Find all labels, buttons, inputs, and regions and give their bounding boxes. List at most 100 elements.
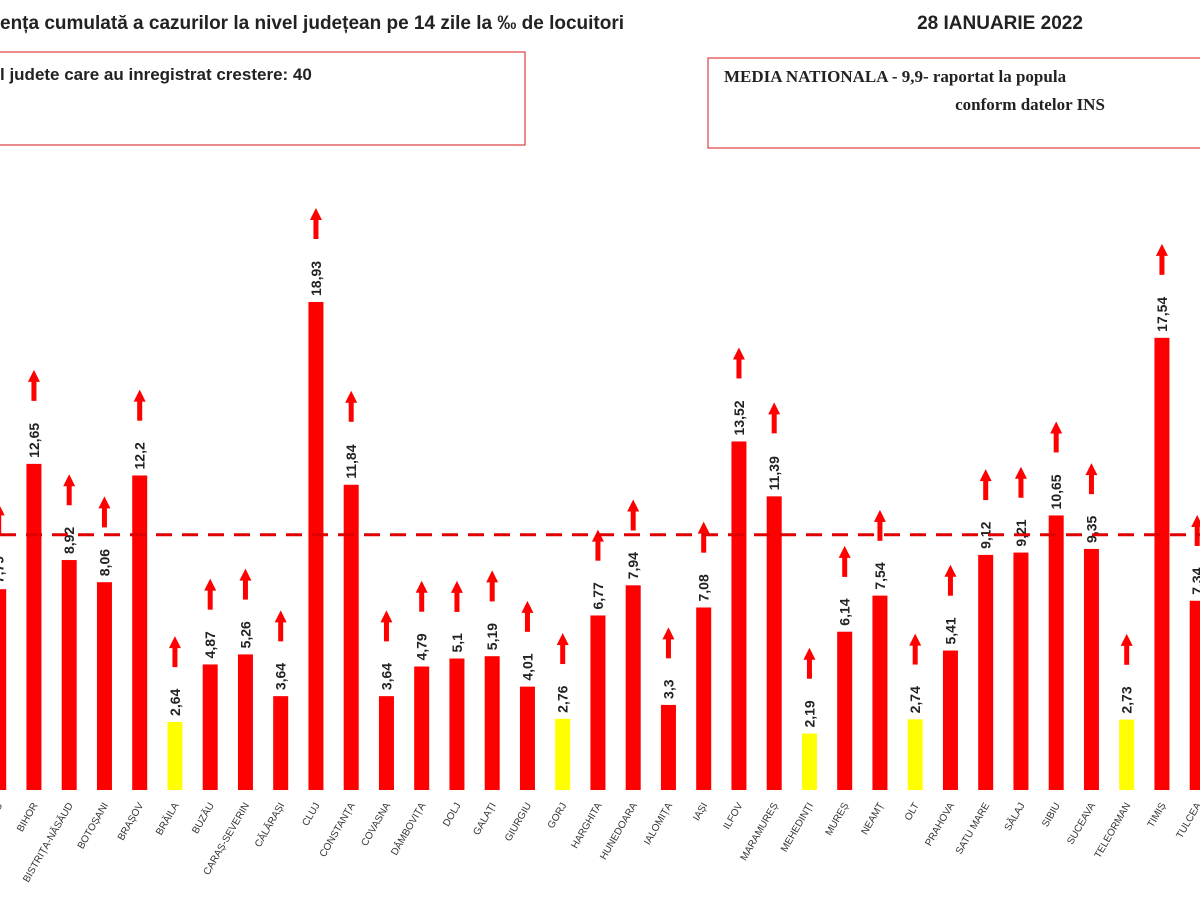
bar bbox=[1119, 719, 1135, 790]
x-tick-label: GALAȚI bbox=[471, 801, 498, 837]
bar bbox=[731, 441, 747, 790]
arrow-head bbox=[662, 627, 675, 640]
arrow-head bbox=[63, 474, 76, 487]
bar bbox=[449, 658, 465, 790]
value-label: 12,2 bbox=[132, 442, 148, 469]
arrow-head bbox=[873, 509, 886, 522]
value-label: 7,79 bbox=[0, 556, 7, 583]
bar bbox=[801, 733, 817, 790]
value-label: 3,3 bbox=[660, 679, 676, 699]
arrow-shaft bbox=[489, 581, 495, 602]
x-tick-label: MUREȘ bbox=[824, 801, 852, 838]
bar bbox=[343, 484, 359, 790]
arrow-head bbox=[309, 207, 322, 220]
bar bbox=[942, 650, 958, 790]
arrow-shaft bbox=[842, 556, 848, 577]
x-tick-label: GORJ bbox=[546, 801, 569, 831]
value-label: 4,79 bbox=[414, 633, 430, 660]
x-tick-label: TULCEA bbox=[1175, 801, 1200, 841]
x-tick-label: GIURGIU bbox=[503, 801, 534, 844]
bar bbox=[555, 718, 571, 790]
bar bbox=[1189, 600, 1200, 790]
arrow-shaft bbox=[383, 621, 389, 642]
value-label: 2,64 bbox=[167, 688, 183, 715]
arrow-shaft bbox=[278, 621, 284, 642]
bar bbox=[978, 554, 994, 790]
annotation-box bbox=[707, 57, 1200, 149]
value-label: 4,01 bbox=[519, 653, 535, 680]
value-label: 13,52 bbox=[731, 400, 747, 435]
arrow-head bbox=[27, 369, 40, 382]
x-tick-label: SUCEAVA bbox=[1065, 801, 1098, 847]
bar bbox=[837, 631, 853, 790]
x-tick-label: SIBIU bbox=[1040, 801, 1063, 829]
arrow-head bbox=[1085, 463, 1098, 476]
x-tick-label: CONSTANȚA bbox=[318, 801, 358, 860]
arrow-shaft bbox=[736, 358, 742, 379]
arrow-head bbox=[380, 610, 393, 623]
arrow-shaft bbox=[31, 380, 37, 401]
bar bbox=[202, 664, 218, 790]
value-label: 7,08 bbox=[696, 574, 712, 601]
bar bbox=[696, 607, 712, 790]
value-label: 5,1 bbox=[449, 633, 465, 653]
arrow-head bbox=[732, 347, 745, 360]
arrow-head bbox=[450, 580, 463, 593]
bar bbox=[0, 589, 7, 790]
value-label: 3,64 bbox=[273, 663, 289, 690]
arrow-head bbox=[1014, 466, 1027, 479]
value-label: 12,65 bbox=[26, 423, 42, 458]
arrow-shaft bbox=[242, 579, 248, 600]
value-label: 7,94 bbox=[625, 552, 641, 579]
value-label: 2,19 bbox=[801, 700, 817, 727]
x-tick-label: BRĂILA bbox=[153, 800, 182, 838]
arrow-shaft bbox=[0, 514, 2, 535]
arrow-head bbox=[415, 580, 428, 593]
arrow-shaft bbox=[912, 644, 918, 665]
arrow-shaft bbox=[137, 400, 143, 421]
x-tick-label: MEHEDINȚI bbox=[779, 801, 816, 854]
arrow-shaft bbox=[172, 647, 178, 668]
arrow-shaft bbox=[665, 638, 671, 659]
value-label: 8,06 bbox=[96, 549, 112, 576]
arrow-shaft bbox=[524, 611, 530, 632]
value-label: 6,77 bbox=[590, 582, 606, 609]
arrow-head bbox=[345, 390, 358, 403]
value-label: 11,84 bbox=[343, 444, 359, 478]
value-label: 2,76 bbox=[555, 685, 571, 712]
value-label: 5,41 bbox=[942, 617, 958, 644]
value-label: 2,73 bbox=[1119, 686, 1135, 713]
bar bbox=[96, 582, 112, 790]
annotation-box bbox=[0, 51, 526, 146]
arrow-head bbox=[1155, 243, 1168, 256]
x-tick-label: CLUJ bbox=[301, 801, 323, 828]
arrow-shaft bbox=[313, 218, 319, 239]
x-tick-label: BIHOR bbox=[15, 801, 40, 834]
x-tick-label: MARAMUREȘ bbox=[739, 801, 781, 863]
arrow-head bbox=[944, 564, 957, 577]
x-tick-label: TELEORMAN bbox=[1093, 801, 1134, 860]
value-label: 8,92 bbox=[61, 527, 77, 554]
arrow-head bbox=[591, 529, 604, 542]
arrow-head bbox=[486, 570, 499, 583]
arrow-shaft bbox=[595, 540, 601, 561]
annotation: conform datelor INS bbox=[955, 95, 1105, 114]
value-label: 18,93 bbox=[308, 261, 324, 296]
x-tick-label: OLT bbox=[903, 801, 922, 823]
arrow-head bbox=[133, 389, 146, 402]
x-tick-label: IAȘI bbox=[691, 801, 710, 823]
arrow-head bbox=[0, 505, 5, 516]
bar bbox=[766, 496, 782, 790]
value-label: 17,54 bbox=[1154, 297, 1170, 332]
bar bbox=[872, 595, 888, 790]
bar bbox=[1154, 337, 1170, 790]
x-tick-label: IALOMIȚA bbox=[642, 801, 675, 847]
arrow-head bbox=[556, 633, 569, 646]
arrow-shaft bbox=[101, 507, 107, 528]
arrow-shaft bbox=[1088, 474, 1094, 495]
arrow-shaft bbox=[1124, 644, 1130, 665]
x-tick-label: HARGHITA bbox=[570, 801, 605, 851]
bar bbox=[1048, 515, 1064, 790]
bar bbox=[308, 301, 324, 790]
